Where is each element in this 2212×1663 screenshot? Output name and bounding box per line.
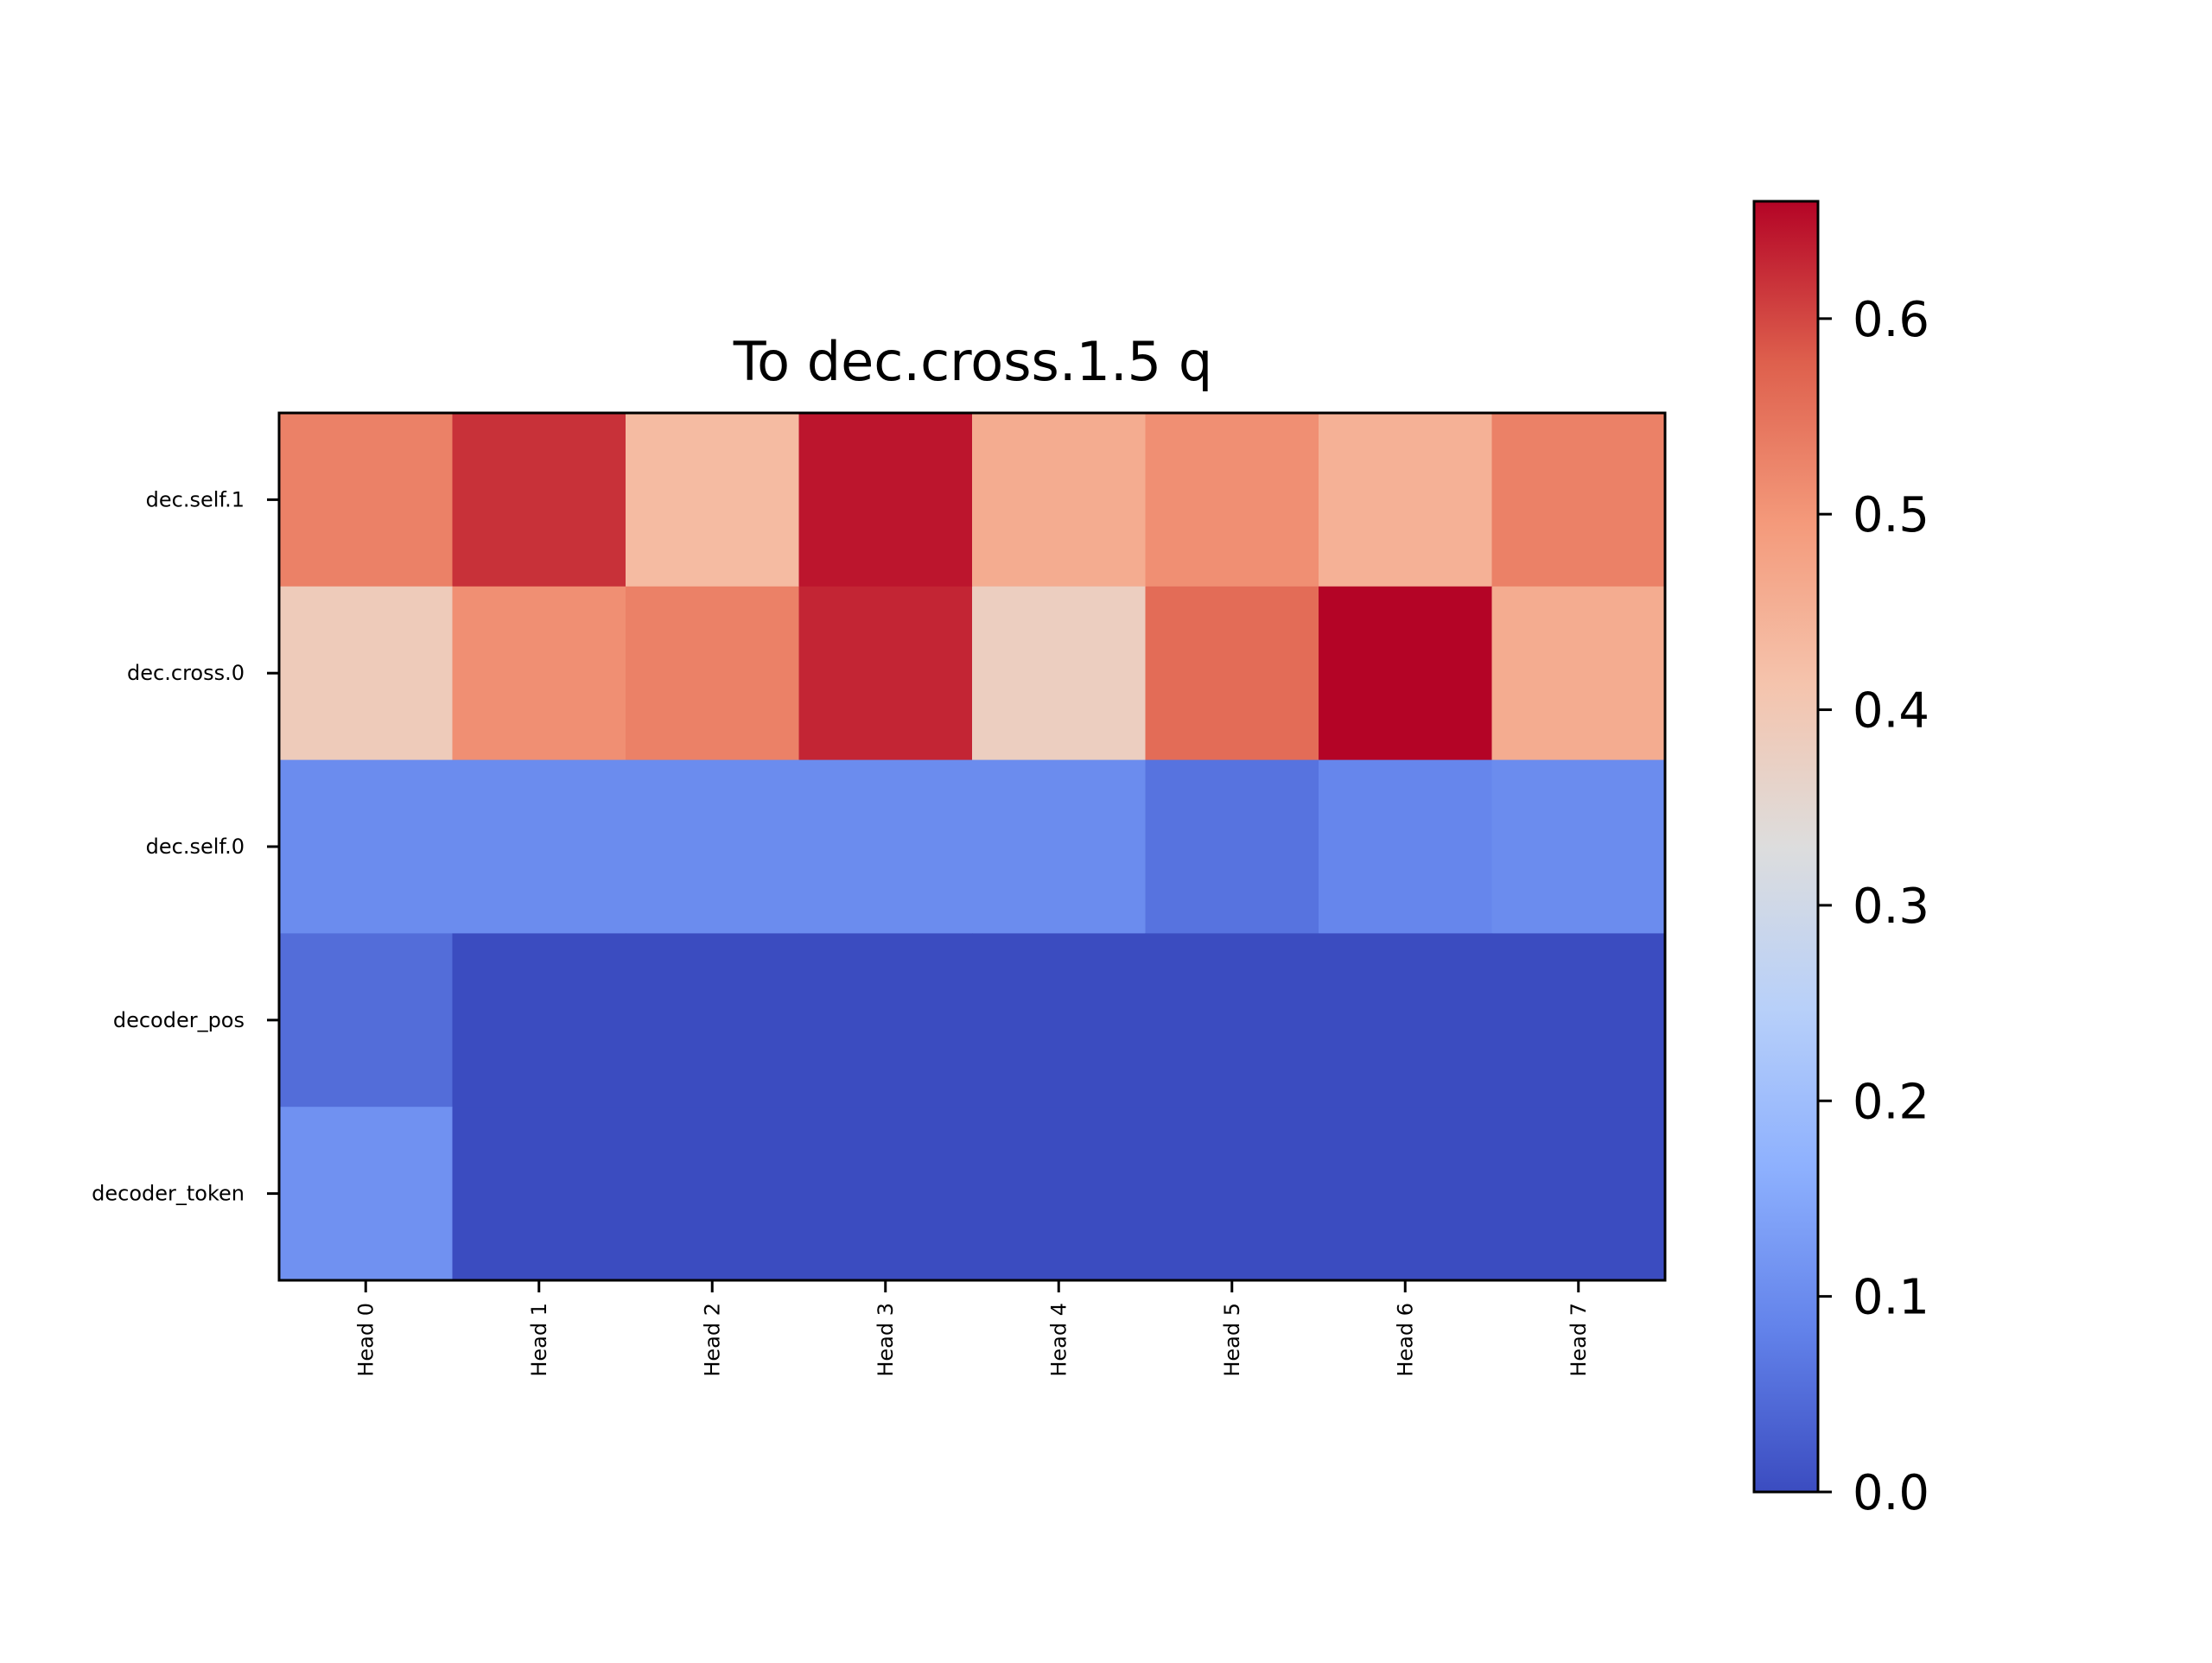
heatmap-cell [279, 933, 454, 1108]
x-tick-label: Head 0 [353, 1303, 378, 1377]
heatmap-cell [972, 759, 1147, 934]
heatmap-cell [1491, 759, 1666, 934]
heatmap-cell [798, 586, 973, 761]
y-tick-label: decoder_pos [113, 1008, 245, 1032]
colorbar-tick-label: 0.1 [1853, 1270, 1929, 1326]
colorbar-tick-label: 0.6 [1853, 292, 1929, 348]
heatmap-cell [279, 586, 454, 761]
heatmap-cell [1491, 933, 1666, 1108]
heatmap-cell [452, 1107, 626, 1281]
x-tick-label: Head 5 [1220, 1303, 1244, 1377]
heatmap-cell [1491, 413, 1666, 587]
heatmap-cell [1145, 759, 1319, 934]
heatmap-cell [1145, 1107, 1319, 1281]
heatmap-cell [798, 1107, 973, 1281]
y-axis: dec.self.1 dec.cross.0 dec.self.0 decoder_p… [92, 487, 279, 1206]
heatmap-cell [1319, 413, 1493, 587]
heatmap-cell [626, 933, 800, 1108]
chart-title: To dec.cross.1.5 q [733, 330, 1212, 393]
heatmap-cell [972, 586, 1147, 761]
colorbar [1752, 200, 1820, 1494]
y-tick-label: dec.self.1 [146, 487, 245, 511]
heatmap-cell [798, 413, 973, 587]
heatmap-cell [1491, 586, 1666, 761]
heatmap-cell [1145, 586, 1319, 761]
heatmap-cell [1319, 759, 1493, 934]
heatmap-cell [626, 586, 800, 761]
heatmap-cell [452, 413, 626, 587]
heatmap-cell [279, 413, 454, 587]
heatmap-cell [1145, 933, 1319, 1108]
y-tick-label: dec.self.0 [146, 835, 245, 859]
y-tick-label: decoder_token [92, 1182, 245, 1206]
x-tick-label: Head 2 [700, 1303, 724, 1377]
heatmap-cell [1319, 586, 1493, 761]
heatmap-cell [1145, 413, 1319, 587]
heatmap-cell [452, 933, 626, 1108]
heatmap-cell [452, 759, 626, 934]
heatmap-cell [626, 759, 800, 934]
colorbar-tick-label: 0.0 [1853, 1465, 1929, 1521]
x-tick-label: Head 1 [527, 1303, 551, 1377]
x-tick-label: Head 3 [874, 1303, 898, 1377]
colorbar-tick-label: 0.3 [1853, 879, 1929, 935]
colorbar-axis: 0.0 0.1 0.2 0.3 0.4 0.5 0.6 [1818, 292, 1929, 1521]
plot-frame [277, 411, 1667, 1282]
y-tick-label: dec.cross.0 [127, 661, 245, 685]
heatmap-cell [972, 413, 1147, 587]
heatmap-cells [279, 413, 1666, 1281]
heatmap-cell [279, 1107, 454, 1281]
colorbar-tick-label: 0.4 [1853, 683, 1929, 739]
heatmap-cell [972, 1107, 1147, 1281]
heatmap-cell [972, 933, 1147, 1108]
heatmap-cell [279, 759, 454, 934]
heatmap-cell [798, 759, 973, 934]
heatmap-cell [798, 933, 973, 1108]
heatmap-cell [626, 413, 800, 587]
colorbar-tick-label: 0.5 [1853, 487, 1929, 543]
heatmap-cell [452, 586, 626, 761]
x-axis: Head 0 Head 1 Head 2 Head 3 Head 4 Head 5 Head… [353, 1280, 1591, 1377]
x-tick-label: Head 6 [1393, 1303, 1417, 1377]
heatmap-cell [1491, 1107, 1666, 1281]
heatmap-cell [626, 1107, 800, 1281]
heatmap-cell [1319, 933, 1493, 1108]
heatmap-cell [1319, 1107, 1493, 1281]
x-tick-label: Head 7 [1567, 1303, 1591, 1377]
colorbar-tick-label: 0.2 [1853, 1074, 1929, 1130]
x-tick-label: Head 4 [1046, 1303, 1071, 1377]
